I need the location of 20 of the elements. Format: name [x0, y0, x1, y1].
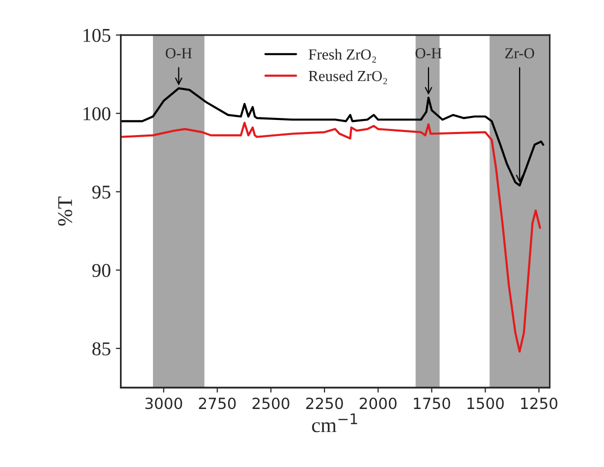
- y-tick-label: 95: [92, 186, 110, 199]
- x-tick-label: 1500: [468, 398, 504, 410]
- legend-label: Reused ZrO₂: [308, 70, 387, 84]
- y-tick-label: 100: [84, 107, 110, 120]
- annotation: O-H: [166, 48, 192, 58]
- x-tick-label: 2250: [306, 398, 343, 410]
- y-tick-label: 105: [84, 28, 110, 42]
- line-series: [120, 122, 542, 353]
- y-tick-label: 85: [92, 342, 110, 356]
- x-tick-label: 2000: [360, 398, 397, 410]
- y-axis-title: %T: [58, 196, 72, 226]
- legend-label: Fresh ZrO₂: [308, 48, 376, 63]
- x-tick-label: 1750: [414, 398, 450, 410]
- x-tick-label: 3000: [145, 398, 182, 410]
- x-tick-label: 2500: [252, 398, 290, 410]
- x-tick-label: 2750: [198, 398, 236, 410]
- x-axis-title: cm$^{−1}$: [312, 413, 358, 432]
- y-tick-label: 90: [92, 264, 110, 278]
- annotation: Zr-O: [505, 48, 534, 58]
- x-tick-label: 1250: [521, 398, 558, 410]
